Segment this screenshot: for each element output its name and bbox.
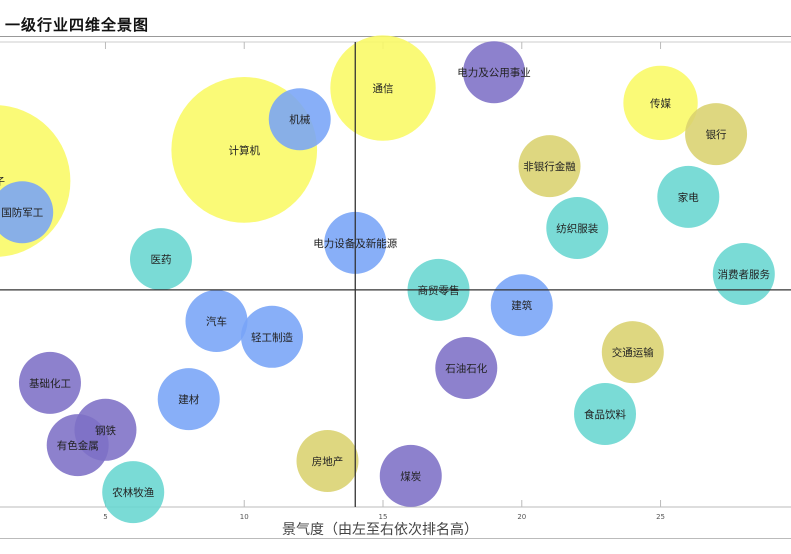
bubble-13: [296, 429, 359, 492]
bubble-label: 基础化工: [29, 377, 71, 390]
bubble-label: 家电: [678, 191, 699, 204]
chart-title: 一级行业四维全景图: [5, 16, 150, 34]
bubble-label: 建筑: [511, 299, 532, 312]
quadrant-lines: [0, 42, 791, 507]
x-tick-label: 5: [103, 513, 107, 521]
bubble-label: 计算机: [228, 144, 260, 157]
bubble-label: 机械: [289, 113, 310, 126]
bubble-label: 医药: [150, 254, 171, 266]
bubble-label: 石油石化: [445, 362, 487, 375]
bubble-12: [268, 88, 331, 151]
bubble-label: 农林牧渔: [112, 486, 154, 499]
x-tick-label: 25: [656, 513, 665, 521]
bubble-label: 电力及公用事业: [457, 66, 531, 79]
bubble-5: [74, 398, 137, 461]
bubble-label: 通信: [373, 83, 394, 95]
bubble-label: 钢铁: [95, 424, 116, 437]
bubble-6: [102, 461, 165, 524]
bubble-9: [185, 290, 248, 352]
bottom-divider: [0, 538, 791, 539]
bubble-label: 纺织服装: [556, 222, 598, 235]
bubble-24: [601, 321, 664, 384]
bubble-label: 电子: [0, 175, 5, 188]
x-tick-label: 20: [517, 513, 526, 521]
bubble-16: [379, 444, 442, 507]
bubble-11: [240, 305, 303, 368]
bubble-21: [518, 135, 581, 198]
bubble-7: [129, 228, 192, 291]
bubble-label: 非银行金融: [523, 160, 576, 173]
bubble-label: 消费者服务: [718, 268, 771, 281]
bubble-label: 有色金属: [57, 439, 99, 452]
bubble-label: 传媒: [650, 97, 671, 110]
bubble-15: [330, 35, 436, 141]
bubble-label: 煤炭: [400, 470, 421, 483]
bubble-27: [685, 103, 748, 166]
bubble-23: [574, 383, 637, 445]
bubble-25: [623, 65, 698, 141]
bubble-label: 建材: [178, 393, 199, 406]
x-tick-label: 15: [379, 513, 388, 521]
bubble-3: [18, 351, 81, 414]
bubble-8: [157, 368, 220, 431]
bubble-label: 银行: [706, 128, 727, 141]
bubble-label: 国防军工: [1, 206, 43, 219]
x-axis-label: 景气度（由左至右依次排名高）: [282, 521, 478, 538]
bubble-label: 商贸零售: [418, 284, 460, 297]
bubble-19: [463, 41, 526, 104]
bubble-label: 食品饮料: [584, 408, 626, 421]
x-tick-label: 10: [240, 513, 249, 521]
bubble-22: [546, 197, 609, 259]
bubble-label: 汽车: [206, 315, 227, 328]
bubble-label: 电力设备及新能源: [313, 237, 397, 250]
bubble-18: [435, 336, 498, 399]
bubble-2: [0, 181, 54, 244]
title-divider: [0, 36, 791, 37]
bubble-label: 交通运输: [612, 346, 654, 359]
bubble-label: 房地产: [312, 455, 344, 468]
bubble-label: 轻工制造: [251, 331, 293, 344]
bubble-26: [657, 165, 720, 228]
